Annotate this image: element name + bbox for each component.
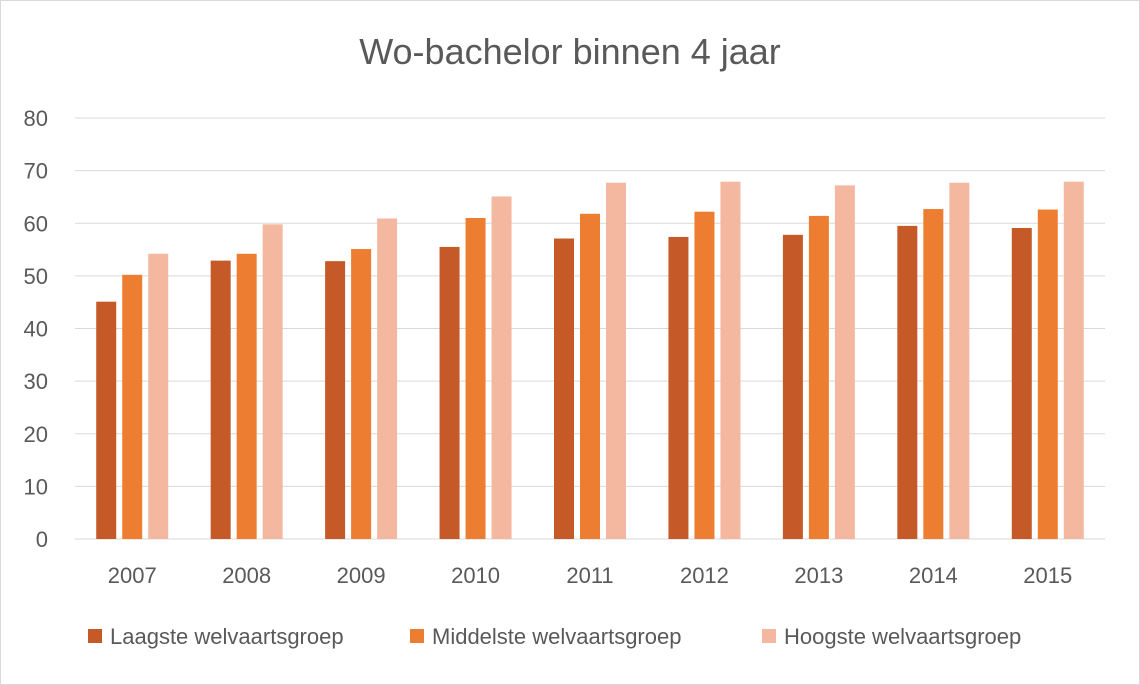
y-tick-label: 60 <box>24 211 48 236</box>
legend-swatch <box>88 629 102 643</box>
bar <box>1037 209 1058 539</box>
y-tick-label: 0 <box>36 527 48 552</box>
bar <box>210 260 231 539</box>
bar <box>694 211 715 540</box>
bars <box>96 181 1084 540</box>
legend: Laagste welvaartsgroep Middelste welvaart… <box>88 624 1021 649</box>
x-tick-label: 2012 <box>680 563 729 588</box>
x-tick-label: 2013 <box>794 563 843 588</box>
bar <box>1011 227 1032 539</box>
legend-label: Hoogste welvaartsgroep <box>784 624 1021 649</box>
x-tick-label: 2010 <box>451 563 500 588</box>
bar <box>262 224 283 540</box>
bar <box>377 218 398 540</box>
x-tick-label: 2008 <box>222 563 271 588</box>
bar <box>351 249 372 539</box>
x-tick-label: 2007 <box>108 563 157 588</box>
legend-item: Middelste welvaartsgroep <box>410 624 681 649</box>
bar <box>668 236 689 539</box>
legend-swatch <box>410 629 424 643</box>
legend-item: Laagste welvaartsgroep <box>88 624 344 649</box>
bar <box>236 253 257 539</box>
bar <box>808 215 829 539</box>
bar <box>923 209 944 539</box>
x-axis: 2007 2008 2009 2010 2011 2012 2013 2014 2015 <box>108 563 1073 588</box>
bar <box>782 234 803 539</box>
bar <box>1063 181 1084 539</box>
y-tick-label: 70 <box>24 159 48 184</box>
bar <box>122 274 143 539</box>
bar <box>96 301 117 539</box>
chart-title: Wo-bachelor binnen 4 jaar <box>359 31 781 72</box>
bar <box>949 182 970 539</box>
bar <box>897 225 918 539</box>
bar <box>465 217 486 540</box>
legend-swatch <box>762 629 776 643</box>
legend-label: Middelste welvaartsgroep <box>432 624 681 649</box>
x-tick-label: 2014 <box>909 563 958 588</box>
bar <box>834 185 855 540</box>
y-tick-label: 30 <box>24 369 48 394</box>
legend-item: Hoogste welvaartsgroep <box>762 624 1021 649</box>
x-tick-label: 2015 <box>1023 563 1072 588</box>
bar <box>554 238 574 540</box>
y-axis: 0 10 20 30 40 50 60 70 80 <box>24 106 48 552</box>
bar <box>325 261 346 539</box>
bar <box>439 246 460 539</box>
bar <box>580 213 600 539</box>
x-tick-label: 2009 <box>337 563 386 588</box>
bar <box>720 181 741 539</box>
bar <box>491 196 512 539</box>
y-tick-label: 40 <box>24 317 48 342</box>
bar <box>606 182 626 539</box>
legend-label: Laagste welvaartsgroep <box>110 624 344 649</box>
y-tick-label: 50 <box>24 264 48 289</box>
y-tick-label: 20 <box>24 422 48 447</box>
y-tick-label: 10 <box>24 474 48 499</box>
x-tick-label: 2011 <box>566 563 613 588</box>
y-tick-label: 80 <box>24 106 48 131</box>
bar <box>148 253 169 539</box>
